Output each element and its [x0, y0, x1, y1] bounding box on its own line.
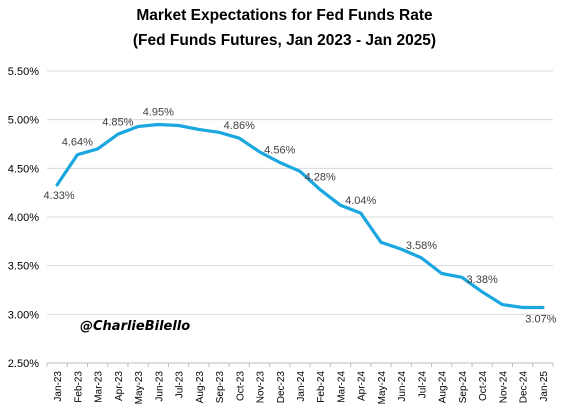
- data-label: 4.33%: [44, 190, 75, 202]
- data-label: 4.56%: [264, 144, 295, 156]
- x-tick-label: Apr-24: [357, 371, 368, 401]
- data-label: 4.86%: [224, 120, 255, 132]
- y-tick-label: 2.50%: [8, 358, 39, 370]
- x-tick-label: Apr-23: [114, 371, 125, 401]
- data-label: 3.07%: [525, 314, 556, 326]
- x-tick-label: Feb-24: [316, 371, 327, 403]
- x-tick-label: Nov-23: [256, 371, 267, 404]
- x-tick-label: Aug-23: [195, 371, 206, 404]
- x-tick-label: Jan-23: [53, 371, 64, 402]
- x-tick-label: Sep-23: [215, 371, 226, 404]
- x-tick-label: Oct-24: [478, 371, 489, 401]
- x-tick-label: May-24: [377, 371, 388, 405]
- x-tick-label: Sep-24: [458, 371, 469, 404]
- x-tick-label: Jun-24: [397, 371, 408, 402]
- data-label: 4.85%: [102, 116, 133, 128]
- data-label: 4.28%: [305, 172, 336, 184]
- y-tick-label: 3.50%: [8, 261, 39, 273]
- x-tick-label: Jan-25: [539, 371, 550, 402]
- x-tick-label: Dec-23: [276, 371, 287, 404]
- x-tick-label: Mar-23: [94, 371, 105, 403]
- y-tick-label: 5.50%: [8, 66, 39, 78]
- x-tick-label: Jul-24: [417, 371, 428, 399]
- x-tick-label: Oct-23: [235, 371, 246, 401]
- x-tick-label: Jan-24: [296, 371, 307, 402]
- data-label: 4.04%: [345, 195, 376, 207]
- chart-title: Market Expectations for Fed Funds Rate: [136, 7, 433, 24]
- x-tick-label: Jun-23: [154, 371, 165, 402]
- chart-subtitle: (Fed Funds Futures, Jan 2023 - Jan 2025): [132, 32, 437, 49]
- x-tick-label: Mar-24: [336, 371, 347, 403]
- data-label: 3.38%: [467, 274, 498, 286]
- series-line: [55, 122, 545, 310]
- data-label: 3.58%: [406, 240, 437, 252]
- author-handle: @CharlieBilello: [80, 319, 191, 334]
- y-tick-label: 5.00%: [8, 115, 39, 127]
- x-tick-label: Dec-24: [519, 371, 530, 404]
- data-label: 4.95%: [143, 107, 174, 119]
- y-tick-label: 4.00%: [8, 212, 39, 224]
- y-tick-label: 4.50%: [8, 163, 39, 175]
- x-tick-label: Nov-24: [498, 371, 509, 404]
- x-tick-label: Feb-23: [73, 371, 84, 403]
- y-tick-label: 3.00%: [8, 309, 39, 321]
- x-tick-label: May-23: [134, 371, 145, 405]
- x-tick-label: Aug-24: [438, 371, 449, 404]
- data-label: 4.64%: [62, 137, 93, 149]
- x-tick-label: Jul-23: [175, 371, 186, 399]
